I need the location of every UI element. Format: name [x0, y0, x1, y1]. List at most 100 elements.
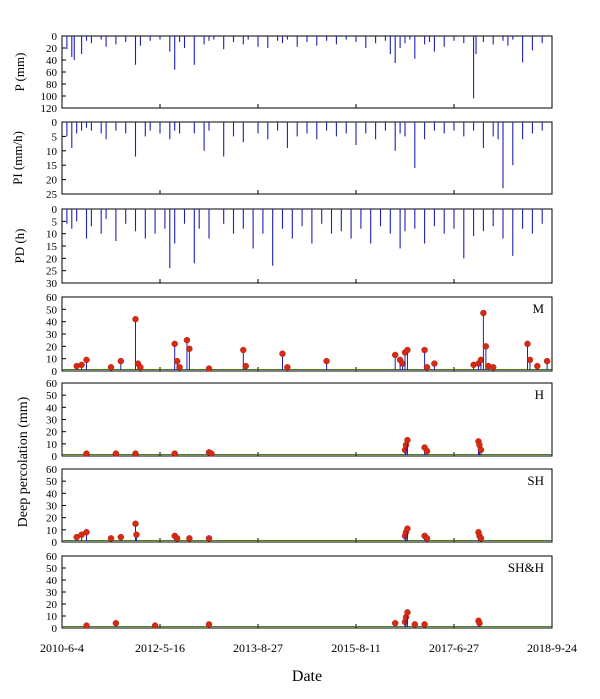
data-point: [171, 340, 178, 348]
data-point: [107, 364, 115, 371]
y-tick-label: 20: [46, 599, 58, 611]
data-point: [404, 609, 411, 616]
data-point: [477, 535, 485, 542]
baseline-band: [62, 454, 552, 455]
data-point: [392, 620, 399, 627]
y-tick-label: 25: [46, 266, 58, 278]
data-point: [78, 361, 85, 369]
x-tick-label: 2010-6-4: [40, 641, 84, 655]
y-tick-label: 20: [46, 341, 58, 353]
y-tick-label: 5: [52, 131, 58, 143]
data-point: [242, 362, 249, 370]
x-tick-label: 2017-6-27: [429, 641, 479, 655]
data-point: [477, 446, 485, 454]
data-point: [112, 620, 120, 627]
data-point: [186, 345, 193, 352]
data-point: [151, 622, 159, 629]
panel-frame: [61, 555, 553, 629]
data-point: [421, 346, 428, 354]
data-point: [421, 621, 428, 628]
data-point: [423, 447, 431, 455]
data-point: [173, 357, 181, 365]
data-point: [480, 309, 487, 317]
data-point: [423, 364, 431, 371]
data-point: [392, 351, 399, 359]
data-point: [183, 336, 191, 344]
data-point: [133, 531, 140, 538]
baseline-band: [62, 369, 552, 370]
data-point: [176, 364, 183, 371]
y-tick-label: 20: [46, 253, 58, 265]
y-tick-label: 0: [52, 451, 58, 463]
data-point: [404, 436, 411, 444]
panel-label: H: [535, 387, 544, 402]
data-point: [323, 357, 330, 365]
data-point: [423, 535, 431, 542]
y-tick-label: 0: [52, 623, 58, 635]
y-tick-label: 0: [52, 117, 58, 129]
y-tick-label: 40: [46, 55, 58, 67]
data-point: [240, 346, 247, 354]
y-tick-label: 50: [46, 563, 58, 575]
y-tick-label: 60: [46, 292, 58, 304]
y-tick-label: 0: [52, 537, 58, 549]
data-point: [205, 621, 213, 628]
x-tick-label: 2015-8-11: [331, 641, 381, 655]
data-point: [490, 364, 497, 371]
y-tick-label: 40: [46, 402, 58, 414]
y-tick-label: 30: [46, 587, 58, 599]
panel-label: SH&H: [508, 560, 544, 575]
data-point: [132, 520, 139, 527]
data-point: [482, 343, 490, 350]
data-point: [137, 364, 144, 371]
data-point: [279, 350, 286, 357]
x-axis-label: Date: [292, 668, 322, 685]
y-tick-label: 10: [46, 229, 58, 241]
data-point: [205, 365, 213, 372]
y-tick-label: 60: [46, 378, 58, 390]
y-tick-label: 25: [46, 189, 58, 201]
data-point: [112, 450, 120, 457]
y-tick-label: 60: [46, 464, 58, 476]
data-point: [83, 622, 90, 629]
panel-label: SH: [527, 473, 544, 488]
y-tick-label: 10: [46, 146, 58, 158]
y-tick-label: 50: [46, 304, 58, 316]
data-point: [173, 535, 181, 542]
data-point: [431, 360, 438, 367]
data-point: [284, 364, 291, 371]
y-tick-label: 30: [46, 415, 58, 427]
y-tick-label: 20: [46, 43, 58, 55]
y-tick-label: 0: [52, 366, 58, 378]
data-point: [83, 356, 90, 364]
data-point: [107, 535, 115, 542]
data-point: [132, 316, 139, 323]
shared-y-axis-label: Deep percolation (mm): [16, 396, 31, 527]
x-tick-label: 2012-5-16: [135, 641, 185, 655]
data-point: [477, 356, 485, 364]
y-tick-label: 30: [46, 329, 58, 341]
y-tick-label: 20: [46, 513, 58, 525]
y-tick-label: 60: [46, 67, 58, 79]
data-point: [208, 450, 215, 457]
y-axis-label: PD (h): [12, 228, 27, 263]
y-axis-label: PI (mm/h): [10, 131, 25, 185]
y-tick-label: 20: [46, 175, 58, 187]
baseline-band: [62, 626, 552, 627]
y-tick-label: 10: [46, 354, 58, 366]
data-point: [524, 340, 531, 348]
data-point: [186, 535, 193, 542]
data-point: [205, 535, 213, 542]
data-point: [83, 450, 90, 457]
panel-pi: 0 5 10 15 20 25 PI (mm/h): [10, 117, 553, 201]
y-tick-label: 100: [41, 91, 58, 103]
y-tick-label: 40: [46, 575, 58, 587]
y-tick-label: 10: [46, 439, 58, 451]
data-point: [404, 525, 411, 532]
